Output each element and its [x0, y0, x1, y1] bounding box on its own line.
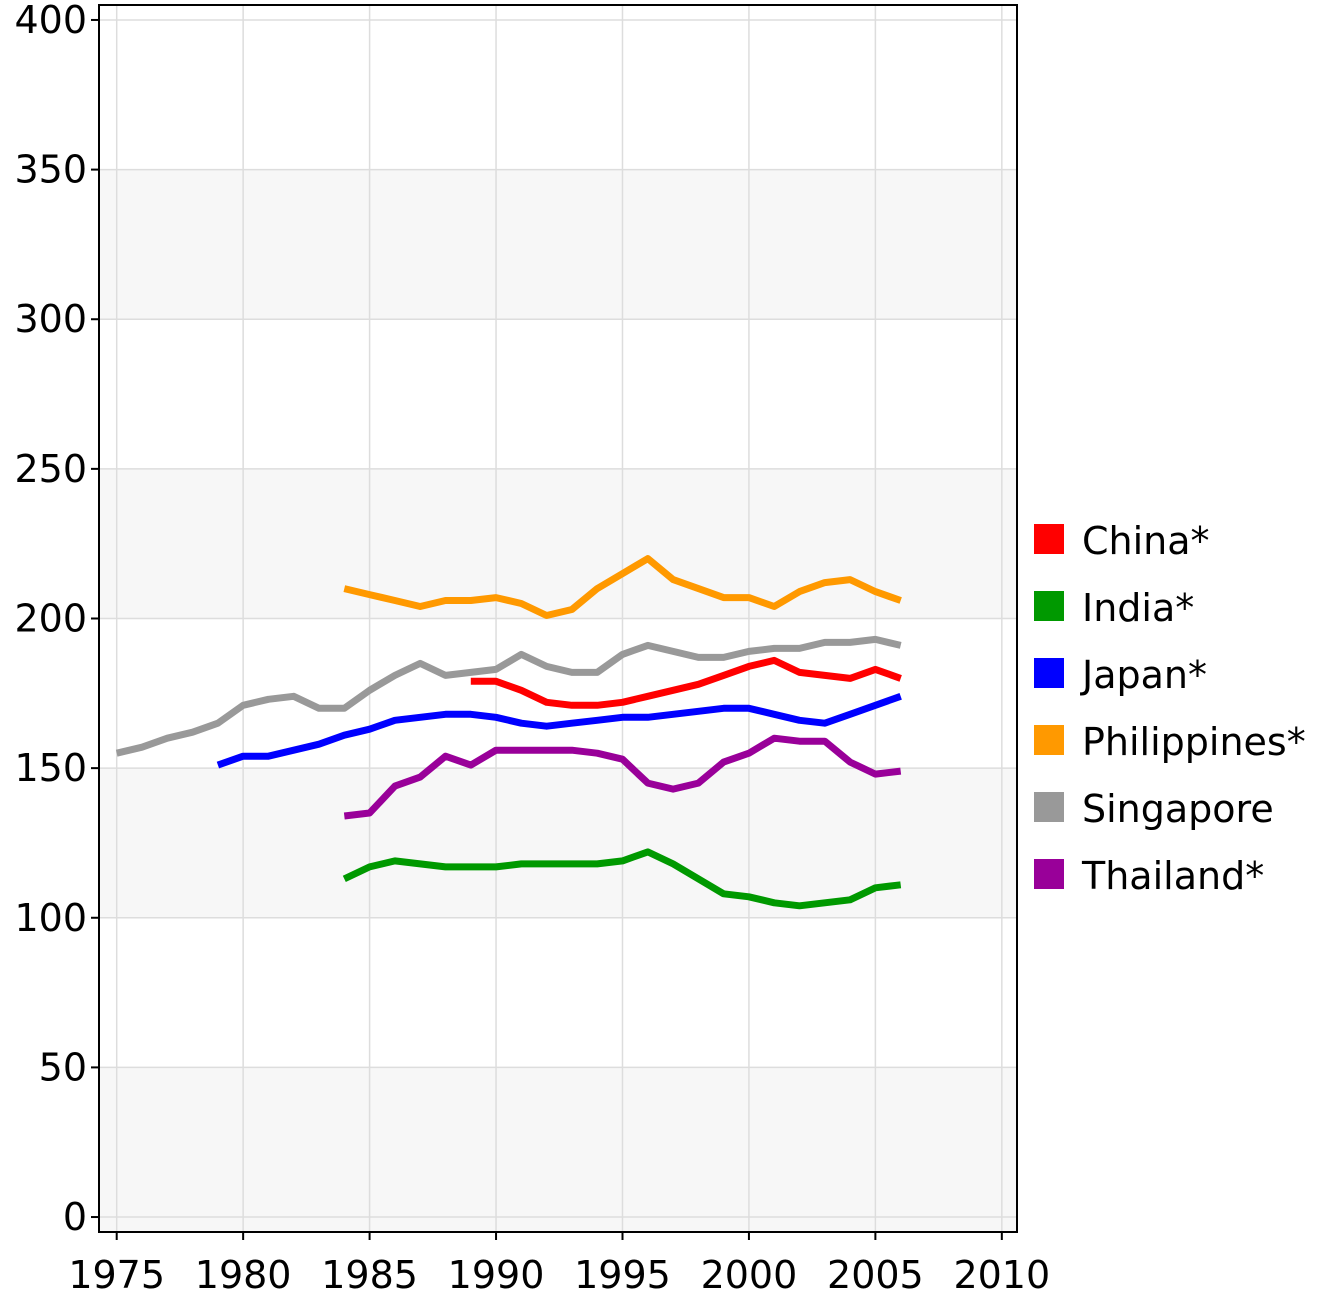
y-tick-label: 400 — [14, 0, 87, 42]
legend-label: China* — [1082, 519, 1210, 563]
x-tick-label: 2000 — [701, 1253, 798, 1297]
legend-swatch — [1034, 792, 1064, 822]
y-tick-label: 300 — [14, 297, 87, 341]
background-band — [99, 19, 1017, 170]
series-line-india — [342, 848, 902, 910]
series-lines — [115, 555, 902, 910]
background-band — [99, 768, 1017, 918]
legend-swatch — [1034, 524, 1064, 554]
x-tick-label: 1985 — [321, 1253, 418, 1297]
x-tick-label: 1980 — [195, 1253, 292, 1297]
gridlines — [99, 5, 1017, 1232]
y-tick-label: 350 — [14, 148, 87, 192]
series-line-china — [470, 656, 902, 709]
series-line-singapore — [115, 635, 902, 757]
legend-label: Singapore — [1082, 787, 1274, 831]
series-line-philippines — [343, 555, 902, 619]
legend-swatch — [1034, 658, 1064, 688]
x-tick-label: 2010 — [953, 1253, 1050, 1297]
legend-swatch — [1034, 591, 1064, 621]
legend-label: Philippines* — [1082, 720, 1306, 764]
legend: China* India* Japan* Philippines* Singapore T… — [1034, 519, 1306, 898]
legend-label: India* — [1082, 586, 1194, 630]
y-tick-label: 200 — [14, 597, 87, 641]
legend-swatch — [1034, 725, 1064, 755]
x-tick-label: 1975 — [68, 1253, 165, 1297]
x-tick-label: 1995 — [574, 1253, 671, 1297]
y-tick-label: 150 — [14, 746, 87, 790]
y-tick-label: 50 — [39, 1045, 87, 1089]
background-band — [99, 468, 1017, 619]
y-tick-label: 100 — [14, 896, 87, 940]
series-line-japan — [216, 693, 902, 769]
x-tick-label: 2005 — [827, 1253, 924, 1297]
y-tick-label: 250 — [14, 447, 87, 491]
legend-label: Thailand* — [1081, 854, 1264, 898]
background-band — [99, 917, 1017, 1068]
series-line-thailand — [343, 734, 902, 820]
legend-label: Japan* — [1080, 653, 1207, 697]
background-band — [99, 5, 1017, 20]
x-tick-label: 1990 — [448, 1253, 545, 1297]
background-band — [99, 169, 1017, 320]
y-tick-label: 0 — [63, 1195, 87, 1239]
legend-swatch — [1034, 859, 1064, 889]
background-band — [99, 319, 1017, 469]
background-band — [99, 1217, 1017, 1232]
background-band — [99, 1067, 1017, 1218]
axes: 0 50 100 150 200 250 300 350 400 1975 1980 1985 1990… — [14, 0, 1050, 1297]
